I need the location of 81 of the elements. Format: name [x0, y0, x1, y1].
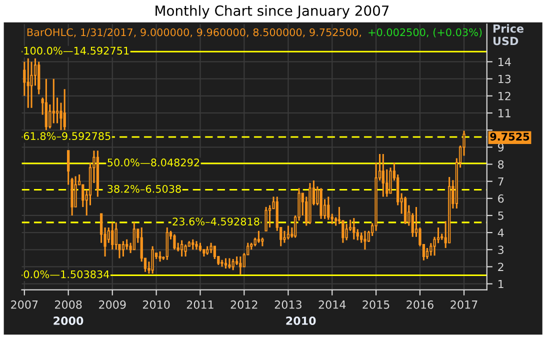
- candlestick: [48, 104, 52, 130]
- y-tick-label: 12: [498, 92, 510, 100]
- candlestick: [132, 222, 136, 250]
- y-axis-title: Price USD: [493, 24, 524, 46]
- text: 9.7525: [490, 132, 530, 141]
- candlestick: [180, 239, 184, 258]
- candlestick: [100, 213, 103, 244]
- ref-line-label: 23.6%–4.592818: [172, 218, 260, 226]
- candlestick: [195, 240, 198, 250]
- candlestick: [228, 257, 231, 270]
- y-tick-label: 1: [498, 280, 504, 288]
- candlestick: [345, 223, 348, 242]
- candlestick: [352, 217, 356, 240]
- candlestick: [111, 222, 114, 250]
- x-tick-label: 2008: [55, 300, 82, 309]
- candlestick: [184, 244, 187, 258]
- x-tick-label: 2012: [230, 300, 258, 309]
- candlestick: [232, 258, 234, 271]
- y-tick-label: 2: [498, 262, 504, 271]
- annotation: +0.002500, (+0.03%): [368, 28, 482, 38]
- candlestick: [30, 60, 33, 109]
- candlestick: [192, 238, 194, 250]
- candlestick: [430, 242, 432, 256]
- candlestick: [125, 238, 128, 250]
- text: 2010: [286, 316, 316, 325]
- annotation: BarOHLC, 1/31/2017, 9.000000, 9.960000, 8.500000, 9.752500,: [27, 28, 361, 38]
- y-tick-label: 11: [498, 109, 510, 118]
- ref-line-label: 50.0%—8.048292: [108, 158, 200, 166]
- ref-line-label: 0.0%—1.503834: [24, 270, 110, 278]
- candlestick: [210, 242, 212, 254]
- y-tick-label: 8: [498, 160, 504, 169]
- ref-line-label: 38.2%–6.5038: [108, 184, 181, 193]
- x-tick-label: 2015: [362, 300, 390, 309]
- candlestick: [56, 96, 59, 124]
- candlestick: [158, 250, 162, 262]
- x-tick-label: 2017: [450, 300, 478, 309]
- candlestick: [239, 256, 242, 276]
- y-tick-label: 7: [498, 177, 504, 186]
- x-tick-label: 2010: [142, 300, 170, 309]
- candlestick: [173, 234, 176, 250]
- y-tick-label: 4: [498, 228, 504, 237]
- candlestick: [122, 240, 125, 258]
- candlestick: [166, 226, 168, 261]
- candlestick: [23, 60, 26, 97]
- x-tick-label: 2013: [274, 300, 302, 309]
- y-tick-label: 5: [498, 212, 504, 220]
- candlestick: [257, 230, 260, 244]
- candlestick: [82, 184, 84, 208]
- candlestick: [44, 78, 48, 131]
- y-tick-label: 14: [498, 58, 511, 66]
- candlestick: [38, 60, 40, 95]
- x-tick-label: 2007: [11, 300, 38, 309]
- ref-line-label: 61.8%–9.592785: [24, 132, 110, 140]
- y-tick-label: 3: [498, 246, 504, 254]
- candlestick: [74, 175, 77, 208]
- chart-title: Monthly Chart since January 2007: [156, 5, 389, 19]
- candlestick: [213, 245, 216, 260]
- candlestick: [114, 222, 118, 250]
- candlestick: [151, 245, 154, 274]
- candlestick: [327, 196, 330, 221]
- candlestick: [404, 196, 407, 225]
- x-tick-label: 2014: [318, 300, 346, 309]
- candlestick: [389, 166, 392, 194]
- text: 2000: [54, 316, 84, 325]
- y-tick-label: 6: [498, 194, 504, 203]
- candlestick: [264, 206, 268, 232]
- y-tick-label: 13: [498, 74, 511, 84]
- x-tick-label: 2016: [406, 300, 434, 309]
- candlestick: [286, 224, 290, 240]
- candlestick: [356, 228, 359, 242]
- x-tick-label: 2011: [186, 300, 214, 309]
- candlestick: [426, 247, 429, 260]
- candlestick: [52, 78, 55, 124]
- candlestick: [268, 204, 272, 228]
- candlestick: [224, 257, 228, 270]
- candlestick: [364, 230, 366, 250]
- candlestick: [382, 153, 384, 198]
- x-tick-label: 2009: [99, 300, 126, 309]
- candlestick: [63, 88, 66, 131]
- candlestick: [26, 58, 30, 109]
- ref-line-label: 100.0%—14.592751: [24, 46, 129, 55]
